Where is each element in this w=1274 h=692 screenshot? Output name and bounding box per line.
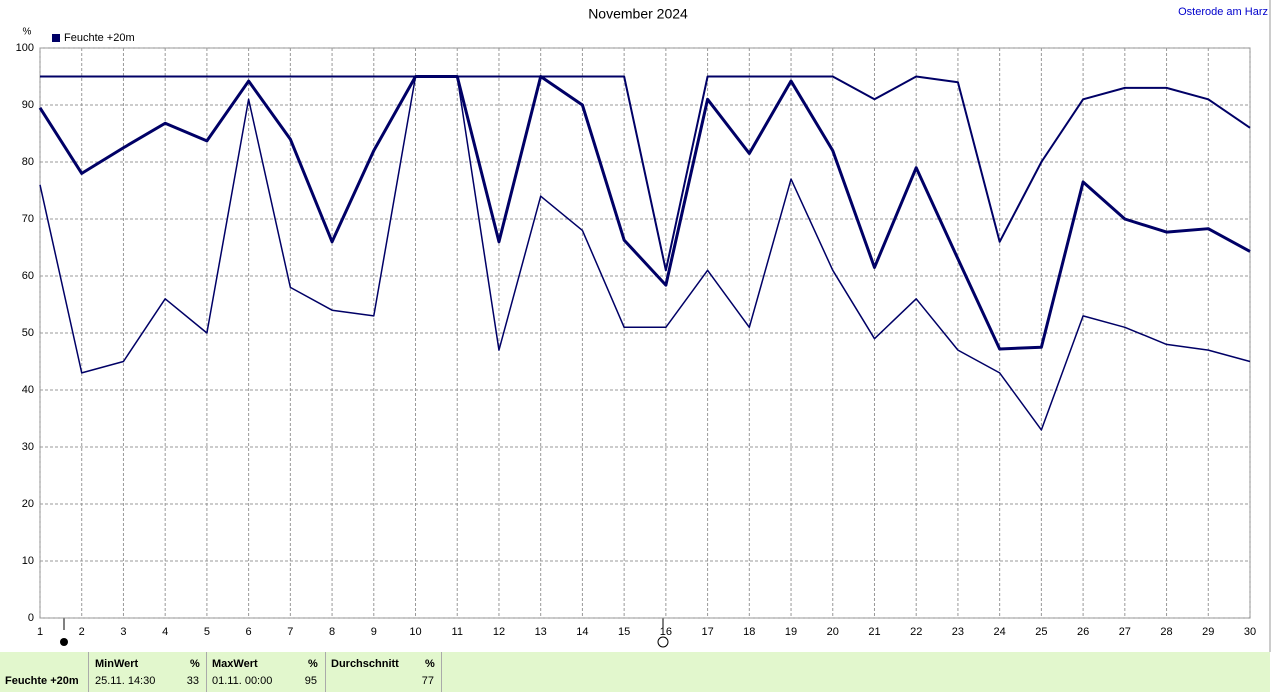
col-header: MinWert [95,658,139,670]
x-tick-label: 25 [1035,626,1047,638]
y-axis-label: % [23,27,32,38]
x-tick-label: 29 [1202,626,1214,638]
col-unit: % [190,658,200,670]
col-header: Durchschnitt [331,658,399,670]
x-tick-label: 10 [409,626,421,638]
station-label: Osterode am Harz [1178,6,1268,18]
y-tick-label: 30 [22,441,34,453]
y-tick-label: 60 [22,270,34,282]
x-tick-label: 27 [1119,626,1131,638]
x-tick-label: 19 [785,626,797,638]
x-tick-label: 4 [162,626,168,638]
x-tick-label: 20 [827,626,839,638]
x-tick-label: 17 [701,626,713,638]
x-tick-label: 6 [246,626,252,638]
x-tick-label: 13 [535,626,547,638]
x-tick-label: 12 [493,626,505,638]
series-line [40,75,1251,272]
y-tick-label: 80 [22,156,34,168]
col-header: MaxWert [212,658,258,670]
marker [657,636,669,648]
marker [60,638,68,646]
col-unit: % [308,658,318,670]
divider [88,652,89,692]
y-tick-label: 40 [22,384,34,396]
x-tick-label: 3 [120,626,126,638]
x-tick-label: 22 [910,626,922,638]
col-value: 95 [304,675,317,687]
y-tick-label: 100 [16,42,34,54]
row-label: Feuchte +20m [5,675,79,687]
x-tick-label: 15 [618,626,630,638]
x-tick-label: 23 [952,626,964,638]
y-tick-label: 50 [22,327,34,339]
series-line [38,75,1251,351]
x-tick-label: 21 [868,626,880,638]
y-tick-label: 90 [22,99,34,111]
x-tick-label: 8 [329,626,335,638]
col-value: 33 [186,675,199,687]
legend-label: Feuchte +20m [64,32,135,44]
divider [441,652,442,692]
chart: November 2024 Osterode am Harz % Feuchte… [16,0,1271,652]
x-tick-label: 7 [287,626,293,638]
x-tick-label: 2 [79,626,85,638]
divider [206,652,207,692]
chart-title: November 2024 [588,6,688,22]
col-time: 01.11. 00:00 [212,675,273,687]
col-value: 77 [421,675,434,687]
series-line [39,75,1251,431]
x-tick-label: 9 [371,626,377,638]
legend-swatch [52,34,60,42]
y-tick-label: 0 [28,612,34,624]
y-tick-label: 10 [22,555,34,567]
col-unit: % [425,658,435,670]
x-tick-label: 5 [204,626,210,638]
x-tick-label: 28 [1160,626,1172,638]
divider [325,652,326,692]
x-tick-label: 30 [1244,626,1256,638]
x-tick-label: 26 [1077,626,1089,638]
x-tick-label: 11 [452,626,463,638]
x-tick-label: 18 [743,626,755,638]
y-tick-label: 70 [22,213,34,225]
col-time: 25.11. 14:30 [95,675,156,687]
x-tick-label: 16 [660,626,672,638]
x-tick-label: 24 [994,626,1006,638]
x-tick-label: 1 [37,626,43,638]
stats-panel: Feuchte +20m MinWert % 25.11. 14:30 33 M… [0,652,1270,692]
x-tick-label: 14 [576,626,588,638]
y-tick-label: 20 [22,498,34,510]
